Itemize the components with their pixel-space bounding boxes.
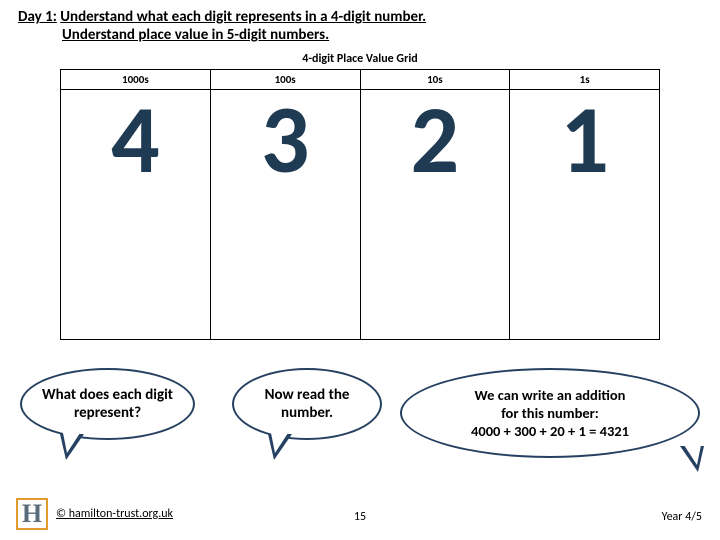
header-line1: Understand what each digit represents in… (60, 8, 426, 26)
digit-10s: 2 (360, 90, 510, 340)
pv-table: 1000s 100s 10s 1s 4 3 2 1 (60, 69, 660, 340)
header-line2: Understand place value in 5-digit number… (18, 26, 702, 44)
place-value-grid: 4-digit Place Value Grid 1000s 100s 10s … (60, 52, 660, 340)
bubble-3-tail-fill (684, 445, 701, 465)
b3-l2: for this number: (501, 404, 599, 422)
footer: H © hamilton-trust.org.uk 15 Year 4/5 (0, 500, 720, 530)
digit-1s: 1 (510, 90, 660, 340)
slide-header: Day 1: Understand what each digit repres… (0, 0, 720, 50)
copyright-link[interactable]: © hamilton-trust.org.uk (56, 507, 173, 521)
bubble-1-tail-fill (63, 433, 80, 453)
grid-title: 4-digit Place Value Grid (60, 52, 660, 66)
digit-1000s: 4 (61, 90, 211, 340)
day-label: Day 1: (18, 8, 57, 26)
bubble-what-digit: What does each digit represent? (20, 368, 195, 440)
bubble-read-number: Now read the number. (232, 368, 382, 440)
bubble-addition: We can write an addition for this number… (400, 368, 700, 458)
digit-100s: 3 (210, 90, 360, 340)
bubble-3-text: We can write an addition for this number… (471, 386, 629, 440)
b3-l3: 4000 + 300 + 20 + 1 = 4321 (471, 422, 629, 440)
year-label: Year 4/5 (662, 510, 702, 524)
b3-l1: We can write an addition (475, 386, 626, 404)
bubble-2-text: Now read the number. (244, 386, 370, 422)
speech-bubbles: What does each digit represent? Now read… (0, 368, 720, 483)
logo-wrap: H © hamilton-trust.org.uk (16, 498, 173, 530)
bubble-1-text: What does each digit represent? (32, 386, 183, 422)
bubble-2-tail-fill (271, 433, 288, 453)
hamilton-logo-icon: H (16, 498, 48, 530)
page-number: 15 (354, 510, 366, 524)
digit-row: 4 3 2 1 (61, 90, 660, 340)
